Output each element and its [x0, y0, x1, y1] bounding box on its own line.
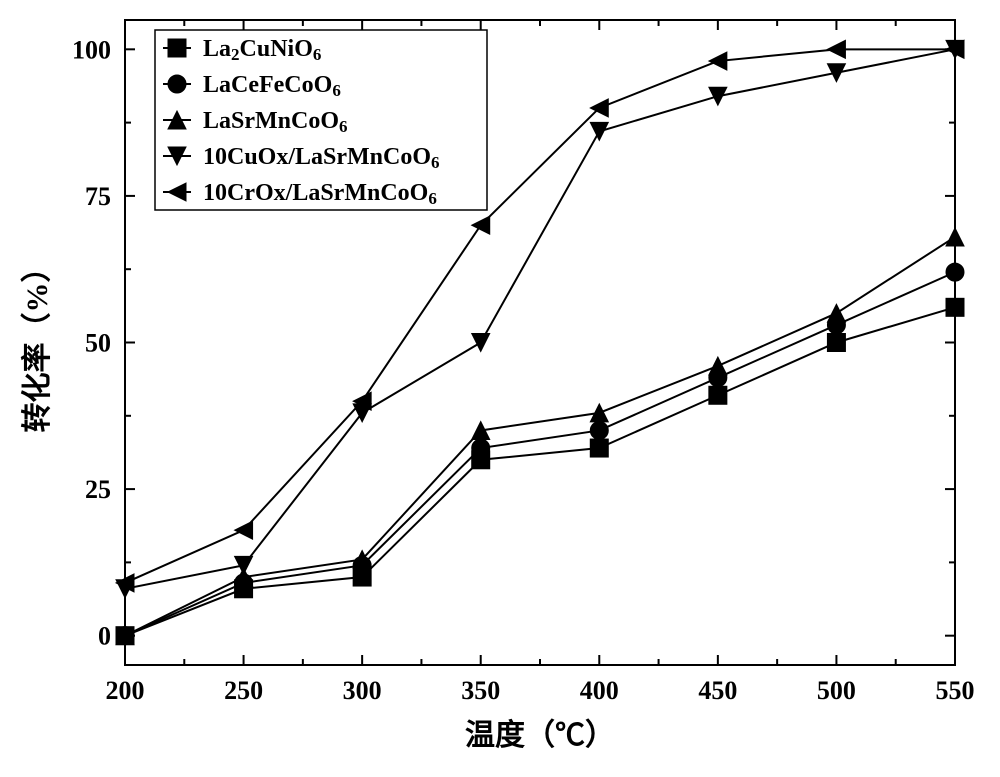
svg-text:500: 500	[817, 676, 856, 705]
svg-text:450: 450	[698, 676, 737, 705]
legend-label: LaSrMnCoO6	[203, 108, 348, 136]
svg-text:50: 50	[85, 329, 111, 358]
svg-text:75: 75	[85, 182, 111, 211]
svg-text:温度（℃）: 温度（℃）	[465, 718, 615, 752]
legend-label: 10CuOx/LaSrMnCoO6	[203, 144, 440, 172]
svg-text:350: 350	[461, 676, 500, 705]
chart-container: 200 250 300 350 400 450 500 550 0 25 50 75 100 温度（℃） 转…	[0, 0, 1000, 777]
svg-text:100: 100	[72, 35, 111, 64]
svg-text:300: 300	[343, 676, 382, 705]
series-line	[125, 237, 955, 636]
svg-text:250: 250	[224, 676, 263, 705]
legend-label: LaCeFeCoO6	[203, 72, 341, 100]
svg-text:400: 400	[580, 676, 619, 705]
legend-label: 10CrOx/LaSrMnCoO6	[203, 180, 437, 208]
svg-text:25: 25	[85, 475, 111, 504]
svg-text:550: 550	[936, 676, 975, 705]
svg-text:转化率（%）: 转化率（%）	[20, 253, 54, 433]
svg-text:200: 200	[106, 676, 145, 705]
svg-text:0: 0	[98, 622, 111, 651]
chart-svg: 200 250 300 350 400 450 500 550 0 25 50 75 100 温度（℃） 转…	[0, 0, 1000, 777]
legend-label: La2CuNiO6	[203, 36, 321, 64]
